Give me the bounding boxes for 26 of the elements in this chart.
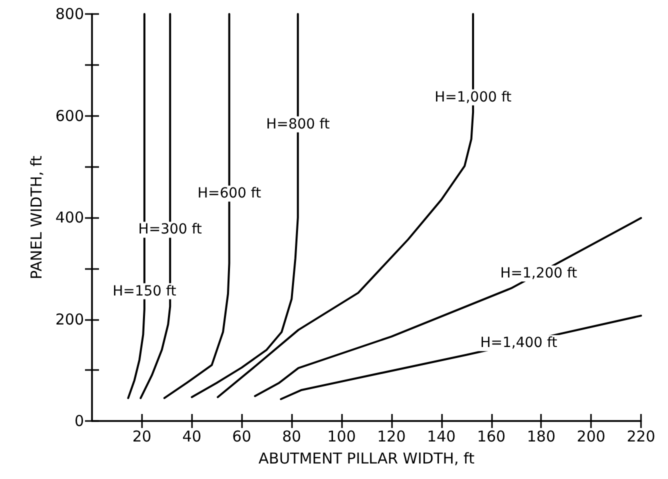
y-tick-label: 400 — [55, 208, 84, 226]
x-tick-label: 40 — [182, 428, 202, 446]
x-axis-title: ABUTMENT PILLAR WIDTH, ft — [258, 450, 475, 468]
x-tick-label: 100 — [327, 428, 356, 446]
annotation: H=1,000 ft — [434, 89, 512, 106]
x-tick-label: 60 — [232, 428, 252, 446]
x-tick-label: 220 — [626, 428, 656, 446]
x-tick-label: 80 — [282, 428, 302, 446]
y-tick-label: 0 — [74, 412, 84, 430]
x-tick-label: 200 — [576, 428, 606, 446]
y-tick-label: 200 — [55, 310, 84, 328]
x-tick-label: 180 — [526, 428, 556, 446]
x-tick-label: 20 — [132, 428, 152, 446]
x-tick-label: 120 — [377, 428, 406, 446]
annotation: H=800 ft — [266, 116, 330, 132]
y-tick-label: 800 — [55, 5, 84, 23]
annotation: H=150 ft — [112, 283, 177, 300]
annotation: H=300 ft — [138, 222, 202, 238]
line-series — [254, 217, 642, 398]
y-tick-label: 600 — [55, 106, 84, 125]
annotation: H=1,200 ft — [500, 265, 578, 282]
x-tick-label: 140 — [427, 428, 456, 446]
annotation: H=1,400 ft — [480, 335, 558, 352]
y-axis-title: PANEL WIDTH, ft — [28, 155, 46, 280]
annotation: H=600 ft — [197, 186, 262, 202]
x-tick-label: 160 — [476, 428, 506, 446]
